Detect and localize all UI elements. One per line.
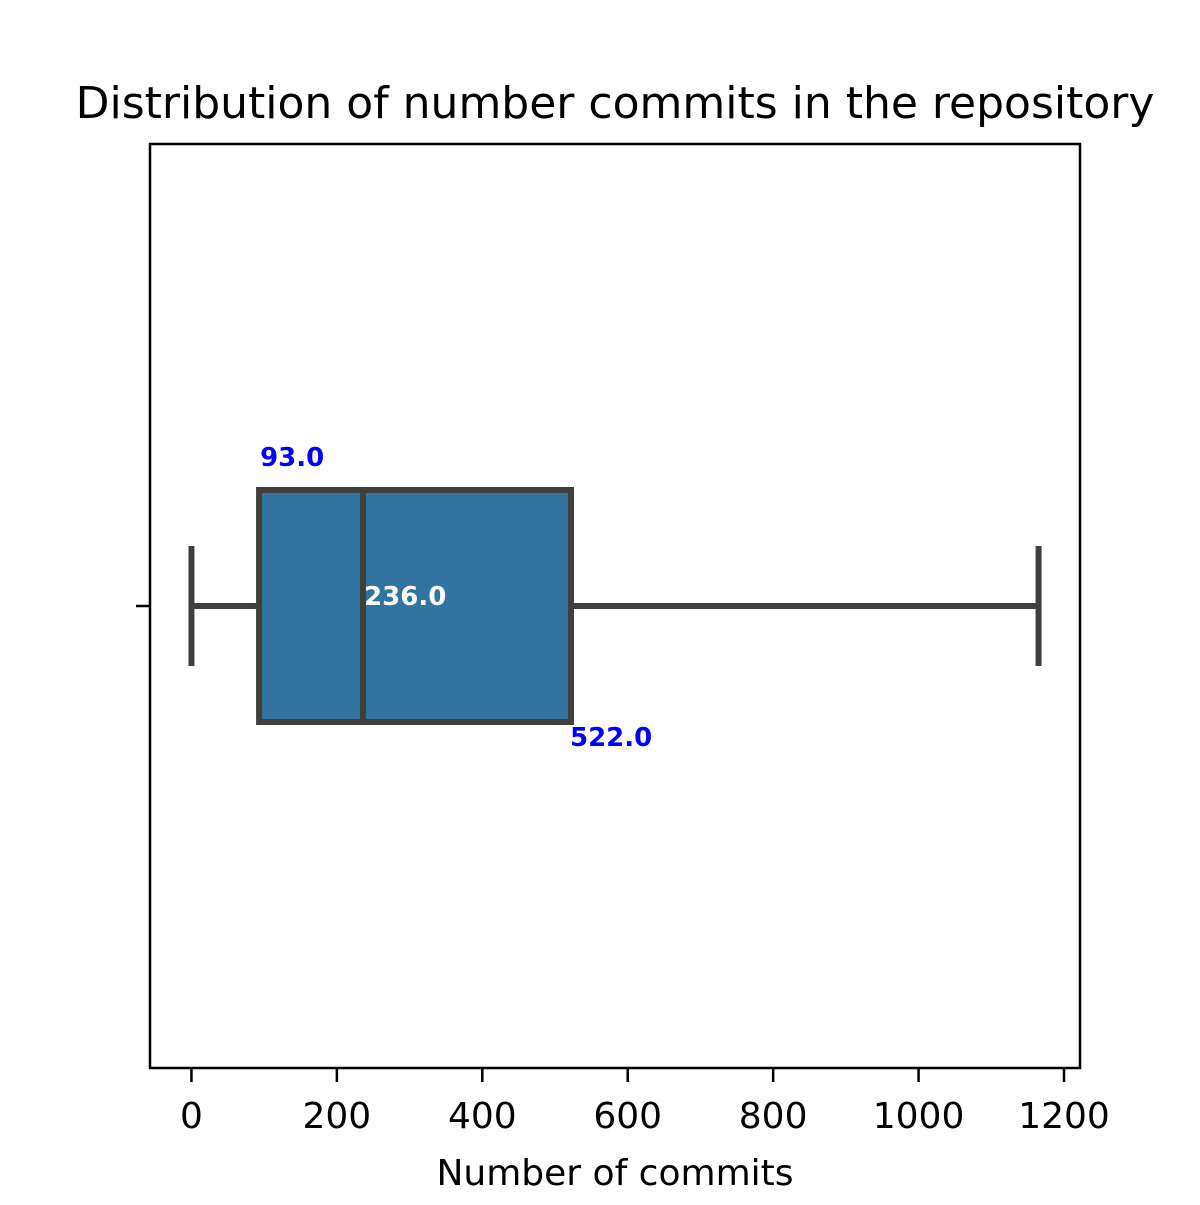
x-axis-tick-label: 400 (448, 1096, 517, 1137)
x-axis-tick-label: 1000 (873, 1096, 965, 1137)
median-value-label: 236.0 (364, 582, 446, 612)
chart-title: Distribution of number commits in the re… (76, 78, 1155, 129)
x-axis-tick-label: 200 (303, 1096, 372, 1137)
plot-area: 93.0 522.0 236.0 (148, 142, 1082, 1070)
q1-label: 93.0 (260, 443, 324, 473)
x-axis-tick-label: 600 (593, 1096, 662, 1137)
x-axis: 0 200 400 600 800 1000 1200 (136, 604, 1110, 1137)
q3-label: 522.0 (570, 723, 652, 753)
x-axis-title: Number of commits (436, 1153, 793, 1194)
x-axis-tick-label: 800 (739, 1096, 808, 1137)
x-axis-tick-label: 1200 (1018, 1096, 1110, 1137)
x-axis-tick-label: 0 (180, 1096, 203, 1137)
iqr-box (256, 487, 575, 725)
